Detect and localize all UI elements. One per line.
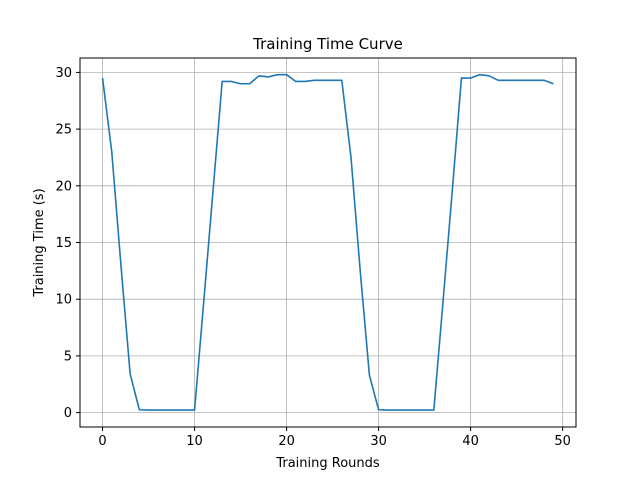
series-line <box>101 73 554 411</box>
y-tick-label: 25 <box>55 123 72 138</box>
x-tick-label: 30 <box>370 434 387 449</box>
y-tick-label: 0 <box>64 406 72 421</box>
y-axis-ticks: 0 5 10 15 20 25 30 <box>55 66 80 421</box>
x-tick-label: 40 <box>462 434 479 449</box>
x-axis-ticks: 0 10 20 30 40 50 <box>98 427 571 449</box>
x-tick-label: 50 <box>554 434 571 449</box>
x-tick-label: 20 <box>278 434 295 449</box>
y-tick-label: 20 <box>55 179 72 194</box>
x-axis-title: Training Rounds <box>275 456 380 471</box>
series-layer <box>101 73 554 411</box>
y-axis-title: Training Time (s) <box>32 188 47 297</box>
y-tick-label: 10 <box>55 293 72 308</box>
x-tick-label: 0 <box>98 434 106 449</box>
chart-title: Training Time Curve <box>252 35 403 53</box>
y-tick-label: 5 <box>64 349 72 364</box>
x-tick-label: 10 <box>186 434 203 449</box>
grid <box>80 58 576 427</box>
y-tick-label: 30 <box>55 66 72 81</box>
y-tick-label: 15 <box>55 236 72 251</box>
